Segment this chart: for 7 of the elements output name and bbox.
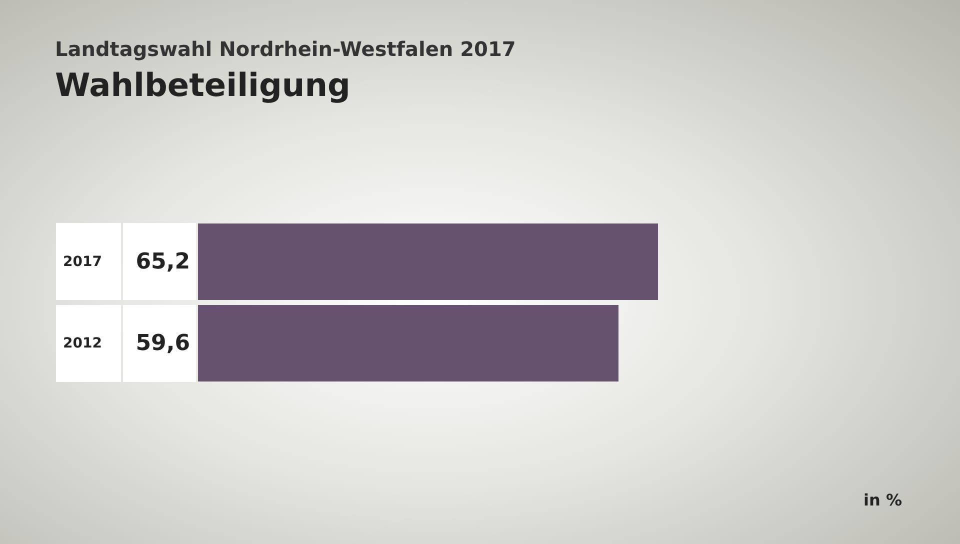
chart-title: Landtagswahl Nordrhein-Westfalen 2017 <box>55 37 516 61</box>
y-tick-label: 2017 <box>63 254 102 270</box>
text: in % <box>864 490 902 510</box>
y-tick-label: 2012 <box>63 335 102 352</box>
data-label: 59,6 <box>136 330 190 356</box>
chart-subtitle: Wahlbeteiligung <box>55 66 350 104</box>
data-label: 65,2 <box>136 249 190 274</box>
